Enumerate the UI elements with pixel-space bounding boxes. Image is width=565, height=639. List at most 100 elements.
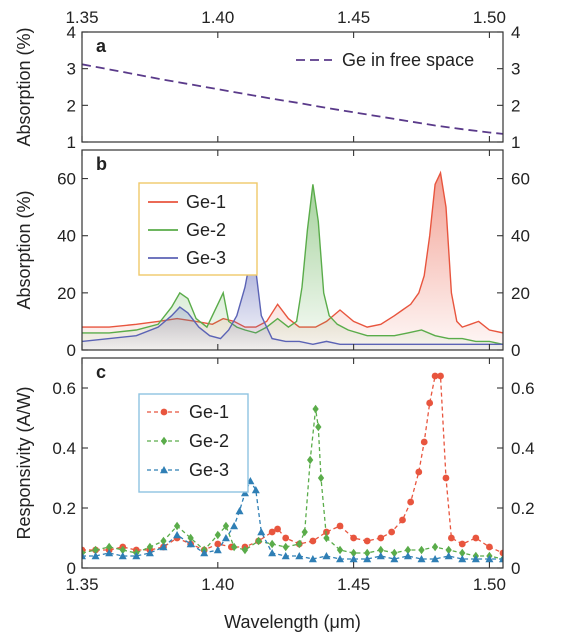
panel-c: 0 0 0.2 0.2 0.4 0.4 0.6 0.6 1.35 1.40 1.45 1.50 c Res… [14, 357, 535, 632]
panel-letter-a: a [96, 36, 107, 56]
data-point-ge-2 [146, 542, 154, 552]
y-tick-label-left: 0.6 [52, 379, 76, 398]
data-point-ge-1 [350, 534, 358, 542]
x-tick-label-bottom: 1.35 [65, 575, 98, 594]
panel-letter-b: b [96, 154, 107, 174]
data-point-ge-3 [251, 486, 260, 494]
data-point-ge-1 [499, 549, 503, 557]
data-point-ge-1 [363, 537, 371, 545]
x-tick-label-top: 1.45 [337, 8, 370, 27]
data-point-ge-2 [268, 539, 276, 549]
y-tick-label-right: 0 [511, 559, 520, 578]
data-point-ge-1 [268, 528, 276, 536]
y-tick-label-right: 3 [511, 60, 520, 79]
data-point-ge-3 [173, 531, 182, 539]
legend-label: Ge-3 [189, 460, 229, 480]
axes-frame-a [81, 31, 504, 143]
data-point-ge-2 [187, 533, 194, 543]
data-point-ge-2 [336, 545, 344, 555]
data-point-ge-1 [388, 528, 396, 536]
data-point-ge-3 [105, 549, 114, 557]
y-tick-label-right: 0.4 [511, 439, 535, 458]
plot-area-c [82, 372, 503, 564]
data-point-ge-1 [282, 534, 290, 542]
y-tick-label-left: 0 [67, 559, 76, 578]
data-point-ge-3 [376, 552, 385, 560]
series-line-ge-in-free-space [82, 63, 503, 135]
x-tick-label-top: 1.35 [65, 8, 98, 27]
y-tick-label-right: 1 [511, 133, 520, 152]
data-point-ge-3 [471, 555, 480, 563]
data-point-ge-2 [323, 533, 330, 543]
data-point-ge-2 [364, 548, 371, 558]
data-point-ge-1 [431, 372, 439, 380]
data-point-ge-3 [281, 552, 290, 560]
data-point-ge-1 [458, 540, 466, 548]
data-point-ge-1 [407, 498, 415, 506]
x-tick-label-top: 1.40 [201, 8, 234, 27]
y-tick-label-left: 1 [67, 133, 76, 152]
legend-label: Ge in free space [342, 50, 474, 70]
data-point-ge-3 [132, 552, 141, 560]
data-point-ge-2 [312, 404, 319, 414]
data-point-ge-1 [336, 522, 344, 530]
legend-label: Ge-2 [186, 220, 226, 240]
data-point-ge-3 [82, 552, 86, 560]
legend-label: Ge-3 [186, 248, 226, 268]
x-tick-label-bottom: 1.50 [473, 575, 506, 594]
y-axis-title-a: Absorption (%) [14, 27, 34, 146]
y-tick-label-left: 40 [57, 227, 76, 246]
series-line-ge-3 [82, 479, 503, 560]
data-point-ge-3 [186, 540, 195, 548]
y-tick-label-right: 0.6 [511, 379, 535, 398]
data-point-ge-3 [308, 555, 317, 563]
data-point-ge-2 [106, 542, 113, 552]
data-point-ge-1 [442, 474, 450, 482]
plot-area-a [82, 63, 503, 135]
series-area-ge-2 [82, 184, 503, 350]
x-axis-title: Wavelength (μm) [224, 612, 361, 632]
data-point-ge-3 [235, 507, 244, 515]
y-tick-label-left: 3 [67, 60, 76, 79]
data-point-ge-2 [301, 527, 308, 537]
data-point-ge-2 [119, 545, 126, 555]
legend-box-c [138, 393, 249, 493]
data-point-ge-2 [350, 548, 357, 558]
legend-a: Ge in free space [296, 50, 474, 70]
data-point-ge-2 [431, 542, 439, 552]
series-area-ge-3 [82, 252, 503, 350]
data-point-ge-3 [403, 552, 412, 560]
x-tick-label-bottom: 1.40 [201, 575, 234, 594]
y-tick-label-right: 60 [511, 170, 530, 189]
y-tick-label-left: 2 [67, 96, 76, 115]
y-tick-label-right: 0.2 [511, 499, 535, 518]
data-point-ge-2 [307, 455, 314, 465]
data-point-ge-3 [145, 549, 154, 557]
data-point-ge-3 [322, 552, 331, 560]
legend-marker [160, 466, 168, 474]
data-point-ge-3 [268, 549, 277, 557]
legend-label: Ge-1 [189, 402, 229, 422]
data-point-ge-2 [160, 536, 167, 546]
legend-label: Ge-1 [186, 192, 226, 212]
data-point-ge-2 [222, 521, 230, 531]
y-tick-label-right: 20 [511, 284, 530, 303]
x-tick-label-top: 1.50 [473, 8, 506, 27]
y-tick-label-left: 0.2 [52, 499, 76, 518]
data-point-ge-2 [315, 422, 322, 432]
data-point-ge-3 [485, 555, 494, 563]
y-tick-label-left: 60 [57, 170, 76, 189]
data-point-ge-3 [295, 552, 304, 560]
y-tick-label-right: 40 [511, 227, 530, 246]
legend-c: Ge-1 Ge-2 Ge-3 [138, 393, 249, 493]
data-point-ge-2 [391, 548, 398, 558]
data-point-ge-3 [213, 546, 222, 554]
data-point-ge-1 [377, 534, 385, 542]
data-point-ge-3 [431, 555, 440, 563]
data-point-ge-1 [437, 372, 444, 380]
data-point-ge-2 [445, 545, 452, 555]
panel-letter-c: c [96, 362, 106, 382]
data-point-ge-3 [159, 543, 168, 551]
